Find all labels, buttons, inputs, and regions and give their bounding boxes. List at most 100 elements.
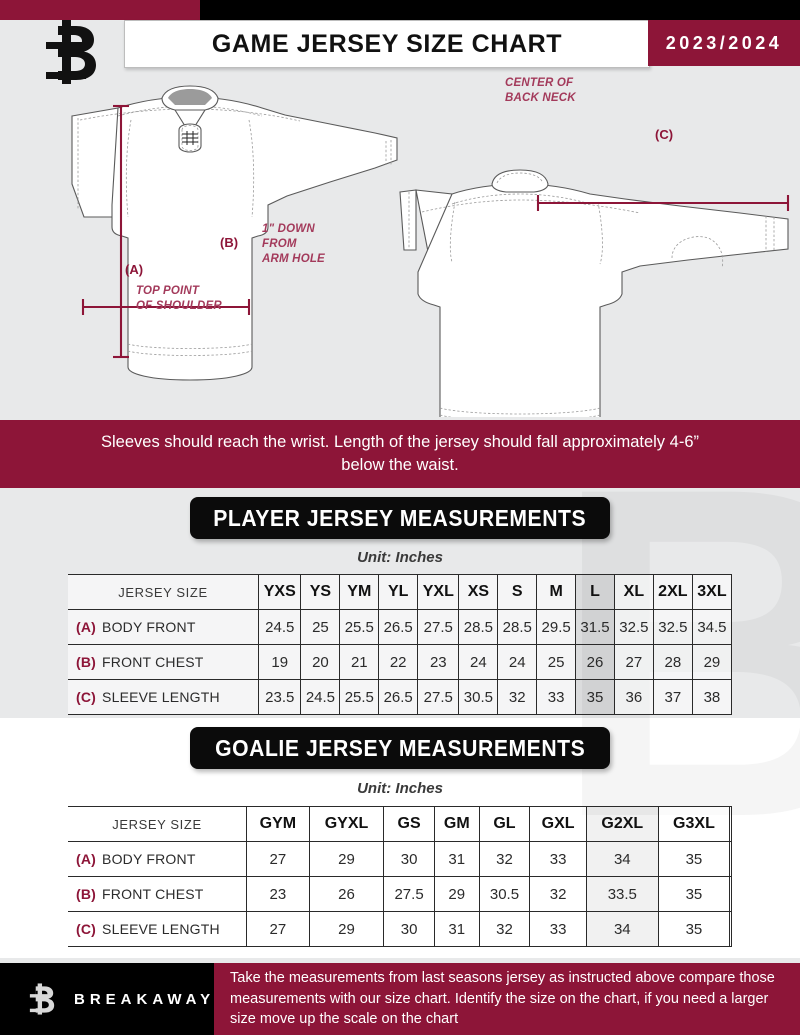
measurement-value-cell: 30.5 — [478, 876, 531, 912]
measurement-value-cell: 23 — [417, 644, 460, 680]
size-header-cell: YS — [300, 574, 341, 610]
size-header-cell: 3XL — [691, 574, 733, 610]
measurement-value-cell: 34 — [585, 841, 659, 877]
player-measurements-table-wrap: JERSEY SIZE YXS YS YM YL YXL XS S M L XL 2XL 3XL (A) B… — [68, 574, 733, 715]
marker-a: (A) — [125, 262, 144, 277]
measurement-value-cell: 24.5 — [257, 609, 302, 645]
jersey-front-illustration — [71, 85, 398, 381]
measurement-label: SLEEVE LENGTH — [102, 689, 220, 705]
measurement-value-cell: 27.5 — [417, 679, 460, 715]
measurement-value-cell: 29 — [308, 911, 385, 947]
size-header-cell: XS — [458, 574, 499, 610]
size-header-cell: M — [536, 574, 577, 610]
note-a-line2: OF SHOULDER — [136, 300, 222, 313]
jersey-size-header: JERSEY SIZE — [68, 574, 259, 610]
measurement-value-cell: 38 — [691, 679, 733, 715]
measurement-value-cell: 29 — [433, 876, 480, 912]
measurement-value-cell: 33 — [536, 679, 577, 715]
measurement-value-cell: 33 — [529, 841, 587, 877]
breakaway-b-logo-icon — [26, 979, 60, 1019]
measurement-value-cell: 30.5 — [458, 679, 499, 715]
measurement-value-cell — [729, 911, 732, 947]
measurement-value-cell: 32 — [478, 841, 531, 877]
measurement-value-cell: 32 — [478, 911, 531, 947]
size-header-cell: L — [575, 574, 615, 610]
table-row: (A) BODY FRONT 27 29 30 31 32 33 34 35 — [68, 841, 732, 877]
measurement-value-cell: 27.5 — [383, 876, 435, 912]
measurement-value-cell: 20 — [300, 644, 341, 680]
measurement-label: BODY FRONT — [102, 851, 196, 867]
size-header-cell: GYXL — [308, 806, 385, 842]
measurement-label: BODY FRONT — [102, 619, 196, 635]
measurement-value-cell: 29 — [691, 644, 733, 680]
measurement-value-cell: 32 — [497, 679, 538, 715]
size-header-cell: YM — [339, 574, 380, 610]
measurement-value-cell: 35 — [657, 876, 731, 912]
measurement-label-cell: (A) BODY FRONT — [68, 841, 247, 877]
measurement-value-cell: 25 — [300, 609, 341, 645]
measurement-label-cell: (C) SLEEVE LENGTH — [68, 911, 247, 947]
goalie-measurements-table-wrap: JERSEY SIZE GYM GYXL GS GM GL GXL G2XL G3XL (A) BO… — [68, 806, 732, 947]
note-b-line3: ARM HOLE — [262, 253, 325, 266]
footer-instructions: Take the measurements from last seasons … — [230, 970, 775, 1028]
measurement-value-cell: 27 — [246, 911, 310, 947]
top-bar-maroon — [0, 0, 200, 20]
size-header-cell: GM — [433, 806, 480, 842]
goalie-unit-label: Unit: Inches — [357, 780, 443, 797]
measurement-value-cell: 35 — [575, 679, 615, 715]
measurement-value-cell: 23 — [246, 876, 310, 912]
fit-guidance-banner: Sleeves should reach the wrist. Length o… — [0, 420, 800, 488]
measurement-value-cell: 27 — [613, 644, 654, 680]
measurement-label-cell: (C) SLEEVE LENGTH — [68, 679, 259, 715]
measurement-marker: (A) — [76, 851, 97, 867]
measurement-value-cell: 36 — [613, 679, 654, 715]
measurement-label: FRONT CHEST — [102, 886, 204, 902]
marker-b: (B) — [220, 235, 239, 250]
size-header-cell: GL — [478, 806, 531, 842]
size-header-cell: GYM — [246, 806, 310, 842]
footer-brand-block: BREAKAWAY — [0, 963, 214, 1035]
measurement-value-cell: 29 — [308, 841, 385, 877]
measurement-value-cell: 32.5 — [613, 609, 654, 645]
measurement-value-cell: 25.5 — [339, 679, 380, 715]
measurement-value-cell: 27 — [246, 841, 310, 877]
page-title-box: GAME JERSEY SIZE CHART — [124, 20, 650, 68]
note-b-line1: 1" DOWN — [262, 223, 315, 235]
measurement-value-cell: 28 — [652, 644, 693, 680]
size-header-cell: YXL — [417, 574, 460, 610]
note-b-line2: FROM — [262, 238, 297, 251]
measurement-value-cell: 32 — [529, 876, 587, 912]
measurement-value-cell: 26.5 — [378, 679, 419, 715]
measurement-value-cell: 24 — [497, 644, 538, 680]
measurement-label-cell: (B) FRONT CHEST — [68, 876, 247, 912]
measurement-value-cell: 26 — [308, 876, 385, 912]
measurement-value-cell: 29.5 — [536, 609, 577, 645]
table-header-row: JERSEY SIZE GYM GYXL GS GM GL GXL G2XL G3XL — [68, 806, 732, 842]
measurement-label: FRONT CHEST — [102, 654, 204, 670]
page-header: GAME JERSEY SIZE CHART 2023/2024 — [0, 20, 800, 84]
note-a: TOP POINT OF SHOULDER — [136, 284, 222, 314]
size-header-cell — [729, 806, 732, 842]
goalie-section-title: GOALIE JERSEY MEASUREMENTS — [214, 734, 586, 761]
measurement-value-cell: 31.5 — [575, 609, 615, 645]
player-measurements-table: JERSEY SIZE YXS YS YM YL YXL XS S M L XL 2XL 3XL (A) B… — [68, 574, 733, 715]
measurement-value-cell: 28.5 — [497, 609, 538, 645]
measurement-value-cell: 26.5 — [378, 609, 419, 645]
measurement-value-cell: 24.5 — [300, 679, 341, 715]
size-header-cell: G2XL — [585, 806, 659, 842]
size-header-cell: 2XL — [652, 574, 693, 610]
measurement-value-cell: 25 — [536, 644, 577, 680]
player-unit-label: Unit: Inches — [357, 549, 443, 566]
measurement-value-cell: 30 — [383, 841, 435, 877]
measurement-value-cell: 31 — [433, 841, 480, 877]
top-accent-bars — [0, 0, 800, 20]
note-b: 1" DOWN FROM ARM HOLE — [262, 222, 325, 268]
note-a-line1: TOP POINT — [136, 285, 200, 297]
measurement-value-cell: 26 — [575, 644, 615, 680]
measurement-value-cell: 34.5 — [691, 609, 733, 645]
table-row: (B) FRONT CHEST 23 26 27.5 29 30.5 32 33.5 35 — [68, 876, 732, 912]
size-header-cell: GS — [383, 806, 435, 842]
measurement-value-cell: 35 — [657, 911, 731, 947]
measurement-value-cell: 34 — [585, 911, 659, 947]
